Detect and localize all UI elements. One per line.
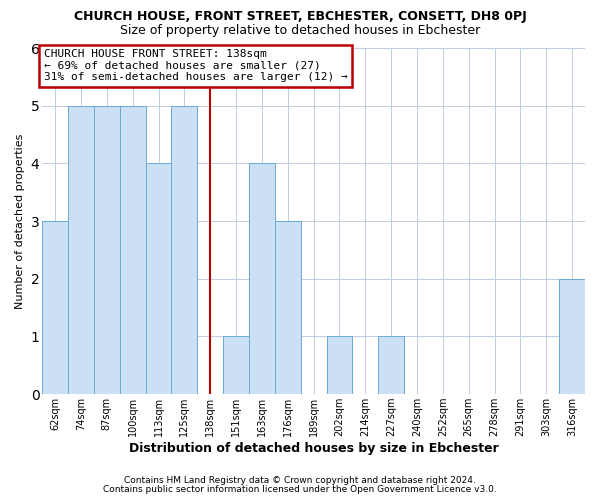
Bar [120,106,146,394]
Text: CHURCH HOUSE, FRONT STREET, EBCHESTER, CONSETT, DH8 0PJ: CHURCH HOUSE, FRONT STREET, EBCHESTER, C… [74,10,526,23]
Bar [559,279,585,394]
Bar [378,336,404,394]
Text: Size of property relative to detached houses in Ebchester: Size of property relative to detached ho… [120,24,480,37]
Text: Contains public sector information licensed under the Open Government Licence v3: Contains public sector information licen… [103,485,497,494]
Bar [249,164,275,394]
Y-axis label: Number of detached properties: Number of detached properties [15,134,25,309]
Bar [223,336,249,394]
Bar [42,221,68,394]
Bar [326,336,352,394]
Bar [68,106,94,394]
Bar [172,106,197,394]
Bar [146,164,172,394]
X-axis label: Distribution of detached houses by size in Ebchester: Distribution of detached houses by size … [129,442,499,455]
Text: CHURCH HOUSE FRONT STREET: 138sqm
← 69% of detached houses are smaller (27)
31% : CHURCH HOUSE FRONT STREET: 138sqm ← 69% … [44,49,347,82]
Bar [94,106,120,394]
Text: Contains HM Land Registry data © Crown copyright and database right 2024.: Contains HM Land Registry data © Crown c… [124,476,476,485]
Bar [275,221,301,394]
